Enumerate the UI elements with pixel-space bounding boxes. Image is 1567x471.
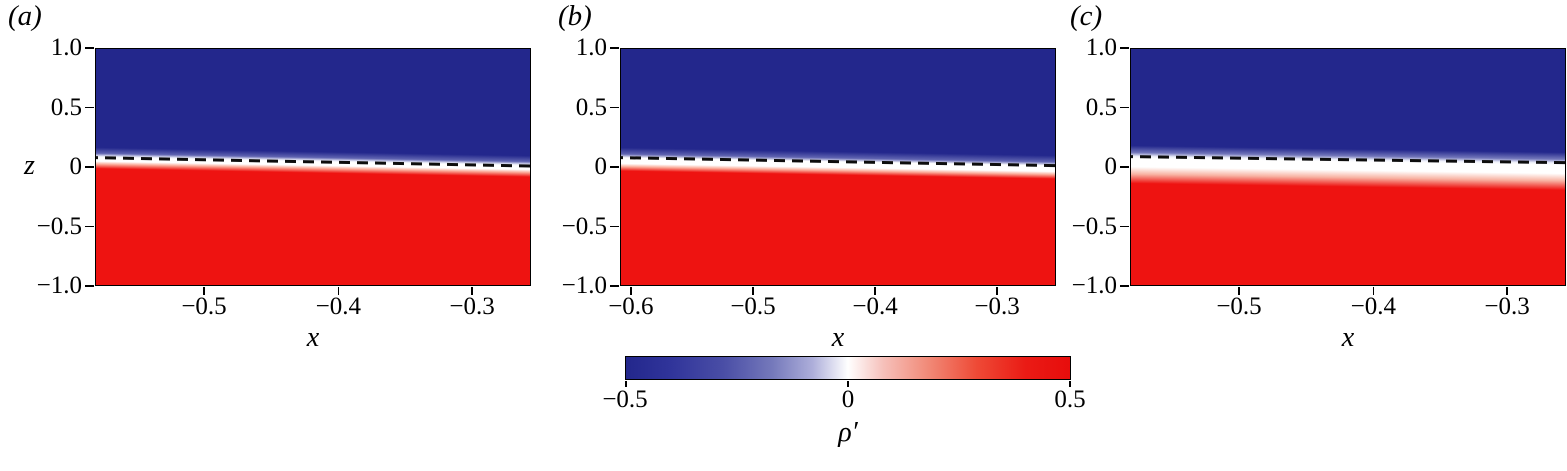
y-tick-mark: [610, 47, 619, 49]
panel-c: (c) 1.0 0.5 0 −0.5 −1.0 −0.5 −0.4 −0.3 x: [1035, 0, 1567, 355]
x-axis-label: x: [1341, 322, 1355, 353]
x-tick-label: −0.6: [608, 293, 654, 320]
panel-b-label: (b): [558, 0, 592, 32]
x-tick-mark: [471, 287, 473, 295]
x-tick-label: −0.4: [315, 293, 361, 320]
plot-area-b: [620, 48, 1056, 286]
y-tick-mark: [85, 225, 94, 228]
colorbar-tick-mark: [625, 381, 627, 387]
y-tick-label: 0.5: [575, 93, 607, 121]
y-tick-mark: [610, 225, 619, 228]
x-tick-label: −0.5: [1216, 293, 1262, 320]
y-tick-label: 0: [69, 153, 83, 180]
y-tick-label: −1.0: [1071, 272, 1117, 299]
x-axis-label: x: [831, 322, 845, 353]
y-tick-label: −0.5: [1071, 212, 1117, 240]
x-tick-label: −0.5: [730, 293, 776, 320]
y-tick-label: 1.0: [50, 34, 82, 61]
density-field: [621, 49, 1055, 285]
y-tick-mark: [1120, 47, 1129, 49]
y-tick-label: −0.5: [561, 212, 607, 240]
y-axis-label: z: [24, 150, 35, 181]
density-field: [96, 49, 530, 285]
y-tick-label: 0.5: [50, 93, 82, 121]
panel-c-label: (c): [1070, 0, 1103, 32]
x-tick-mark: [630, 287, 632, 295]
colorbar: −0.5 0 0.5 ρ′: [602, 356, 1086, 456]
x-tick-label: −0.4: [852, 293, 898, 320]
x-tick-mark: [203, 287, 205, 295]
y-tick-mark: [85, 47, 94, 49]
y-tick-label: 1.0: [1085, 34, 1117, 61]
panel-a-label: (a): [8, 0, 42, 32]
y-tick-mark: [610, 285, 619, 287]
plot-area-c: [1130, 48, 1566, 286]
colorbar-tick-label: 0.5: [1054, 386, 1086, 413]
y-tick-mark: [610, 166, 619, 168]
x-tick-mark: [337, 287, 340, 295]
colorbar-tick-mark: [847, 381, 849, 387]
y-tick-mark: [610, 106, 619, 109]
y-tick-label: −0.5: [36, 212, 82, 240]
x-tick-mark: [1238, 287, 1240, 295]
x-tick-label: −0.3: [1484, 293, 1530, 320]
y-tick-label: −1.0: [561, 272, 607, 299]
x-axis-label: x: [306, 322, 320, 353]
x-tick-label: −0.5: [181, 293, 227, 320]
y-tick-mark: [85, 166, 94, 168]
x-tick-label: −0.3: [449, 293, 495, 320]
x-tick-label: −0.3: [974, 293, 1020, 320]
panel-a: (a) z 1.0 0.5 0 −0.5 −1.0 −0.5 −0.4 −0.3…: [0, 0, 531, 355]
y-tick-mark: [85, 106, 94, 109]
y-tick-label: −1.0: [36, 272, 82, 299]
colorbar-tick-mark: [1069, 381, 1071, 387]
y-tick-mark: [1120, 285, 1129, 287]
colorbar-tick-label: −0.5: [602, 386, 648, 413]
colorbar-tick-label: 0: [841, 386, 855, 413]
y-tick-mark: [85, 285, 94, 287]
x-tick-mark: [874, 287, 876, 295]
x-tick-mark: [1372, 287, 1375, 295]
x-tick-mark: [752, 287, 754, 295]
y-tick-label: 1.0: [575, 34, 607, 61]
x-tick-mark: [996, 287, 998, 295]
y-tick-label: 0: [594, 153, 608, 180]
x-tick-mark: [1506, 287, 1508, 295]
y-tick-mark: [1120, 106, 1129, 109]
density-field: [1131, 49, 1565, 285]
y-tick-label: 0: [1104, 153, 1118, 180]
panel-b: (b) 1.0 0.5 0 −0.5 −1.0 −0.6 −0.5 −0.4 −…: [525, 0, 1056, 355]
y-tick-mark: [1120, 166, 1129, 168]
x-tick-label: −0.4: [1350, 293, 1396, 320]
colorbar-title: ρ′: [838, 417, 858, 448]
y-tick-mark: [1120, 225, 1129, 228]
y-tick-label: 0.5: [1085, 93, 1117, 121]
colorbar-gradient: [625, 356, 1071, 380]
plot-area-a: [95, 48, 531, 286]
